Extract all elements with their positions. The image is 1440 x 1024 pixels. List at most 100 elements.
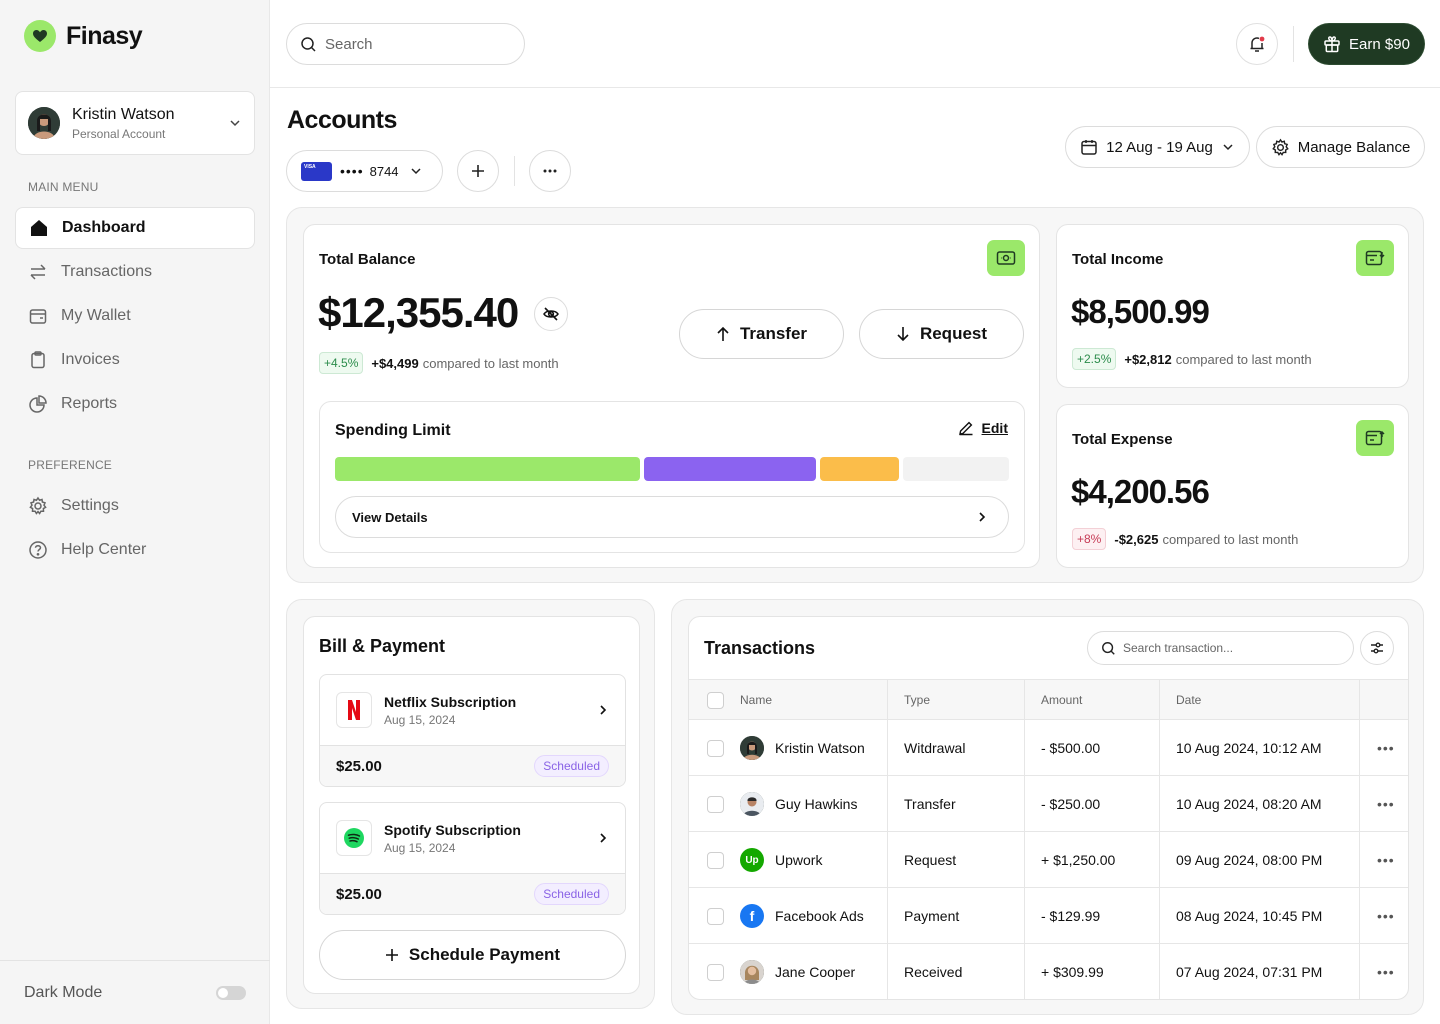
income-note: compared to last month bbox=[1175, 351, 1312, 367]
balance-change: +4.5% +$4,499 compared to last month bbox=[319, 352, 559, 374]
row-checkbox[interactable] bbox=[707, 907, 724, 925]
row-checkbox[interactable] bbox=[707, 963, 724, 981]
row-more-icon[interactable]: ••• bbox=[1377, 740, 1395, 756]
transfer-label: Transfer bbox=[739, 324, 808, 343]
spending-segment bbox=[820, 457, 899, 481]
filter-button[interactable] bbox=[1360, 631, 1394, 665]
transfer-button[interactable]: Transfer bbox=[679, 309, 844, 359]
edit-spending-limit-link[interactable]: Edit bbox=[958, 420, 1008, 436]
row-amount: - $250.00 bbox=[1041, 796, 1101, 812]
expense-delta: -$2,625 bbox=[1114, 531, 1159, 547]
date-range-button[interactable]: 12 Aug - 19 Aug bbox=[1065, 126, 1250, 168]
bill-name: Netflix Subscription bbox=[384, 693, 517, 710]
row-more-icon[interactable]: ••• bbox=[1377, 852, 1395, 868]
bell-icon bbox=[1250, 36, 1265, 52]
sidebar-item-transactions[interactable]: Transactions bbox=[15, 251, 255, 293]
table-row[interactable]: f Facebook Ads Payment - $129.99 08 Aug … bbox=[689, 888, 1408, 944]
manage-balance-button[interactable]: Manage Balance bbox=[1256, 126, 1425, 168]
bill-item-spotify[interactable]: Spotify Subscription Aug 15, 2024 $25.00… bbox=[319, 802, 626, 915]
view-details-button[interactable]: View Details bbox=[335, 496, 1009, 538]
row-date: 10 Aug 2024, 08:20 AM bbox=[1176, 796, 1322, 812]
chevron-down-icon bbox=[230, 120, 240, 127]
swap-icon bbox=[30, 264, 46, 280]
table-row[interactable]: Kristin Watson Witdrawal - $500.00 10 Au… bbox=[689, 720, 1408, 776]
chevron-down-icon bbox=[411, 168, 421, 175]
row-amount: - $500.00 bbox=[1041, 740, 1101, 756]
row-type: Payment bbox=[904, 908, 960, 924]
row-checkbox[interactable] bbox=[707, 795, 724, 813]
sidebar-item-help-center[interactable]: Help Center bbox=[15, 529, 255, 571]
netflix-logo bbox=[336, 692, 372, 728]
table-row[interactable]: Guy Hawkins Transfer - $250.00 10 Aug 20… bbox=[689, 776, 1408, 832]
sidebar-item-label: Dashboard bbox=[62, 219, 146, 236]
table-row[interactable]: Jane Cooper Received + $309.99 07 Aug 20… bbox=[689, 944, 1408, 999]
search-input[interactable]: Search bbox=[286, 23, 525, 65]
main-menu-label: MAIN MENU bbox=[28, 180, 99, 194]
row-amount: - $129.99 bbox=[1041, 908, 1101, 924]
divider bbox=[1293, 26, 1294, 62]
column-header-type: Type bbox=[904, 693, 931, 707]
dark-mode-toggle[interactable] bbox=[216, 985, 246, 1000]
sidebar-item-reports[interactable]: Reports bbox=[15, 383, 255, 425]
sidebar: Finasy Kristin Watson Personal Account M… bbox=[0, 0, 270, 1024]
expense-icon bbox=[1356, 420, 1394, 456]
logo-heart-icon bbox=[24, 20, 56, 52]
balance-note: compared to last month bbox=[422, 355, 559, 371]
row-checkbox[interactable] bbox=[707, 851, 724, 869]
row-more-icon[interactable]: ••• bbox=[1377, 908, 1395, 924]
profile-type: Personal Account bbox=[72, 126, 166, 141]
status-badge: Scheduled bbox=[534, 883, 609, 905]
bill-payment-title: Bill & Payment bbox=[319, 636, 446, 656]
filter-icon bbox=[1371, 642, 1383, 654]
expense-change-badge: +8% bbox=[1072, 528, 1107, 550]
logo[interactable]: Finasy bbox=[24, 20, 143, 52]
request-button[interactable]: Request bbox=[859, 309, 1024, 359]
cash-icon bbox=[987, 240, 1025, 276]
table-row[interactable]: Up Upwork Request + $1,250.00 09 Aug 202… bbox=[689, 832, 1408, 888]
row-name: Guy Hawkins bbox=[775, 796, 858, 812]
earn-button[interactable]: Earn $90 bbox=[1309, 24, 1424, 64]
card-title: Total Income bbox=[1072, 251, 1164, 268]
account-switcher[interactable]: Kristin Watson Personal Account bbox=[15, 91, 255, 155]
spending-segment bbox=[644, 457, 816, 481]
card-selector[interactable]: VISA •••• 8744 bbox=[286, 150, 443, 192]
manage-balance-label: Manage Balance bbox=[1297, 138, 1411, 156]
column-divider bbox=[1159, 679, 1160, 999]
total-income-card: Total Income $8,500.99 +2.5% +$2,812 com… bbox=[1056, 224, 1409, 388]
row-amount: + $309.99 bbox=[1041, 964, 1104, 980]
bill-payment-card: Bill & Payment Netflix Subscription Aug … bbox=[303, 616, 640, 994]
gear-icon bbox=[29, 496, 47, 515]
bill-amount: $25.00 bbox=[336, 885, 382, 903]
sidebar-item-label: Reports bbox=[61, 395, 118, 412]
add-card-button[interactable] bbox=[457, 150, 499, 192]
sidebar-item-settings[interactable]: Settings bbox=[15, 485, 255, 527]
sidebar-item-label: Transactions bbox=[61, 263, 152, 280]
sidebar-item-my-wallet[interactable]: My Wallet bbox=[15, 295, 255, 337]
more-options-button[interactable] bbox=[529, 150, 571, 192]
sidebar-item-label: My Wallet bbox=[61, 307, 131, 324]
total-balance-card: Total Balance $12,355.40 +4.5% +$4,499 c… bbox=[303, 224, 1040, 568]
row-more-icon[interactable]: ••• bbox=[1377, 964, 1395, 980]
bill-amount: $25.00 bbox=[336, 757, 382, 775]
brand-name: Finasy bbox=[66, 21, 143, 50]
sidebar-item-dashboard[interactable]: Dashboard bbox=[15, 207, 255, 249]
expense-note: compared to last month bbox=[1162, 531, 1299, 547]
schedule-payment-button[interactable]: Schedule Payment bbox=[319, 930, 626, 980]
home-icon bbox=[31, 220, 47, 236]
hide-balance-button[interactable] bbox=[534, 297, 568, 331]
chevron-right-icon bbox=[600, 833, 607, 843]
bill-payment-panel: Bill & Payment Netflix Subscription Aug … bbox=[286, 599, 655, 1009]
upwork-logo: Up bbox=[740, 848, 764, 872]
select-all-checkbox[interactable] bbox=[707, 691, 724, 709]
more-horizontal-icon bbox=[543, 169, 557, 173]
date-range-label: 12 Aug - 19 Aug bbox=[1106, 138, 1213, 156]
table-header: Name Type Amount Date bbox=[689, 679, 1408, 720]
transaction-search-input[interactable]: Search transaction... bbox=[1087, 631, 1354, 665]
sidebar-item-invoices[interactable]: Invoices bbox=[15, 339, 255, 381]
pencil-icon bbox=[958, 421, 973, 436]
bill-item-netflix[interactable]: Netflix Subscription Aug 15, 2024 $25.00… bbox=[319, 674, 626, 787]
notifications-button[interactable] bbox=[1236, 23, 1278, 65]
row-checkbox[interactable] bbox=[707, 739, 724, 757]
row-more-icon[interactable]: ••• bbox=[1377, 796, 1395, 812]
bill-date: Aug 15, 2024 bbox=[384, 840, 456, 855]
